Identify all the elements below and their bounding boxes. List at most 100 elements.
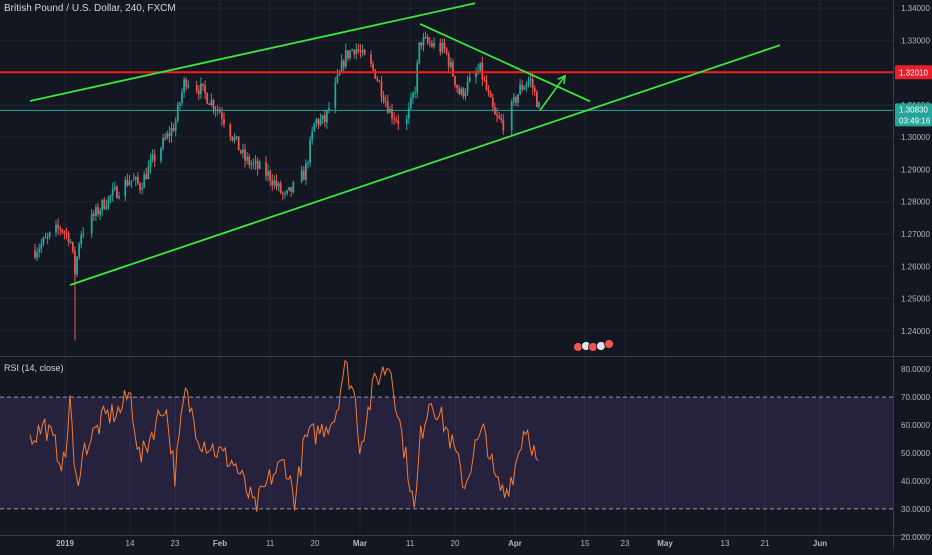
- rsi-axis: 80.0000 70.0000 60.0000 50.0000 40.0000 30.00…: [901, 365, 930, 542]
- candle-body: [340, 60, 343, 72]
- candle-body: [36, 252, 38, 258]
- candle-body: [231, 136, 234, 141]
- candle-body: [113, 186, 116, 190]
- projection-arrow-head: [557, 74, 566, 84]
- time-tick-label: Mar: [353, 539, 367, 548]
- candle-body: [431, 43, 433, 47]
- candle-body: [309, 139, 311, 163]
- candle-body: [172, 127, 175, 131]
- candle-body: [475, 72, 477, 78]
- candle-body: [462, 88, 465, 97]
- candle-body: [439, 42, 442, 52]
- candle-body: [210, 100, 213, 105]
- candle-body: [443, 42, 446, 49]
- candle-body: [128, 181, 131, 186]
- candle-body: [181, 92, 183, 103]
- candle-body: [116, 186, 118, 199]
- candle-body: [105, 206, 108, 209]
- candle-body: [246, 156, 248, 161]
- candle-body: [445, 48, 448, 54]
- candle-body: [130, 180, 133, 182]
- candle-body: [531, 79, 534, 89]
- time-tick-label: 20: [451, 539, 460, 548]
- candle-body: [405, 118, 408, 124]
- candle-body: [454, 76, 456, 86]
- rsi-title: RSI (14, close): [4, 363, 64, 373]
- candle-body: [46, 236, 49, 238]
- candle-body: [412, 93, 414, 98]
- lower-channel-trendline: [69, 44, 781, 286]
- candle-body: [124, 179, 127, 197]
- candle-body: [533, 88, 536, 92]
- price-tick-label: 1.26000: [901, 262, 930, 271]
- candle-body: [233, 137, 236, 141]
- candle-body: [273, 180, 276, 186]
- last-price-badge: [895, 103, 932, 127]
- candle-body: [424, 37, 427, 39]
- rsi-tick-label: 70.0000: [901, 393, 930, 402]
- candle-body: [382, 96, 385, 102]
- candle-body: [183, 79, 185, 93]
- candle-body: [132, 179, 135, 181]
- candle-body: [57, 224, 59, 229]
- rsi-tick-label: 50.0000: [901, 449, 930, 458]
- candle-body: [101, 199, 104, 211]
- candle-body: [489, 92, 492, 98]
- candle-body: [145, 174, 148, 180]
- candle-body: [61, 229, 64, 233]
- candle-body: [449, 62, 452, 67]
- candle-body: [42, 237, 45, 244]
- candle-body: [307, 162, 309, 164]
- candle-body: [347, 50, 349, 59]
- candle-body: [359, 51, 362, 53]
- candle-body: [256, 160, 259, 169]
- price-tick-label: 1.29000: [901, 165, 930, 174]
- price-tick-label: 1.27000: [901, 230, 930, 239]
- time-tick-label: 14: [126, 539, 135, 548]
- candle-body: [491, 97, 494, 108]
- candle-body: [319, 119, 322, 125]
- candle-body: [523, 87, 526, 90]
- resistance-price-badge: [895, 65, 932, 80]
- candle-body: [229, 124, 232, 137]
- event-flag-icon: [573, 342, 583, 352]
- candle-body: [212, 100, 215, 110]
- candle-body: [59, 228, 62, 230]
- candle-body: [258, 162, 261, 169]
- candle-body: [458, 88, 461, 95]
- candle-body: [69, 242, 72, 244]
- candle-body: [374, 69, 377, 79]
- candle-body: [71, 242, 74, 252]
- candle-body: [269, 171, 272, 181]
- candle-body: [386, 101, 389, 113]
- candle-body: [185, 79, 188, 87]
- candle-body: [286, 190, 288, 194]
- candle-body: [149, 159, 152, 167]
- candle-body: [519, 84, 521, 95]
- candle-body: [456, 85, 458, 89]
- candle-body: [389, 109, 391, 113]
- candle-body: [284, 193, 286, 195]
- rsi-tick-label: 80.0000: [901, 365, 930, 374]
- candle-body: [433, 42, 435, 47]
- candle-body: [118, 196, 120, 199]
- candle-body: [244, 149, 246, 161]
- candle-body: [239, 150, 242, 153]
- candle-body: [214, 109, 217, 111]
- candle-body: [426, 37, 429, 43]
- countdown-label: 03:49:16: [899, 116, 931, 125]
- candle-body: [418, 42, 421, 63]
- candle-body: [267, 171, 269, 176]
- rsi-tick-label: 30.0000: [901, 505, 930, 514]
- candle-body: [372, 64, 374, 70]
- candle-body: [407, 108, 410, 119]
- candle-body: [195, 85, 198, 91]
- candle-body: [336, 75, 339, 83]
- time-tick-label: 21: [761, 539, 770, 548]
- candle-body: [300, 170, 303, 182]
- candle-body: [137, 177, 139, 184]
- candle-body: [103, 199, 106, 209]
- candle-body: [168, 133, 171, 137]
